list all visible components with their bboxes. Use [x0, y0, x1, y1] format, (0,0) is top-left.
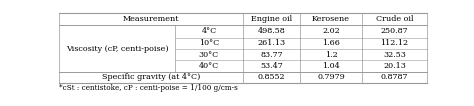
- Text: 0.7979: 0.7979: [317, 73, 345, 81]
- Text: Kerosene: Kerosene: [312, 15, 350, 23]
- Text: 10°C: 10°C: [199, 39, 219, 47]
- Text: 1.04: 1.04: [322, 62, 340, 70]
- Text: 250.87: 250.87: [381, 27, 408, 36]
- Text: 83.77: 83.77: [260, 51, 283, 59]
- Text: 1.2: 1.2: [325, 51, 337, 59]
- Text: Viscosity (cP, centi-poise): Viscosity (cP, centi-poise): [66, 45, 168, 53]
- Text: 40°C: 40°C: [199, 62, 219, 70]
- Text: 0.8787: 0.8787: [381, 73, 408, 81]
- Text: 112.12: 112.12: [381, 39, 409, 47]
- Text: 2.02: 2.02: [322, 27, 340, 36]
- Text: 1.66: 1.66: [322, 39, 340, 47]
- Text: 4°C: 4°C: [201, 27, 217, 36]
- Text: Crude oil: Crude oil: [376, 15, 413, 23]
- Text: 53.47: 53.47: [260, 62, 283, 70]
- Text: *cSt : centistoke, cP : centi-poise = 1/100 g/cm-s: *cSt : centistoke, cP : centi-poise = 1/…: [59, 84, 238, 92]
- Text: 30°C: 30°C: [199, 51, 219, 59]
- Text: Engine oil: Engine oil: [251, 15, 292, 23]
- Text: Specific gravity (at 4°C): Specific gravity (at 4°C): [102, 73, 201, 81]
- Text: 0.8552: 0.8552: [257, 73, 285, 81]
- Text: 20.13: 20.13: [383, 62, 406, 70]
- Text: 261.13: 261.13: [257, 39, 285, 47]
- Text: 498.58: 498.58: [257, 27, 285, 36]
- Text: Measurement: Measurement: [123, 15, 179, 23]
- Text: 32.53: 32.53: [383, 51, 406, 59]
